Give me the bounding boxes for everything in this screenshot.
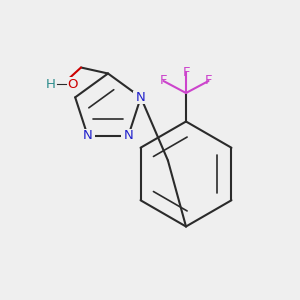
Text: F: F [160,74,167,88]
Text: N: N [123,129,133,142]
Text: F: F [182,65,190,79]
Bar [80,129,95,142]
Bar [121,129,136,142]
Text: H: H [46,77,56,91]
Text: F: F [205,74,212,88]
Text: N: N [136,91,146,104]
Bar [51,76,75,92]
Text: N: N [83,129,93,142]
Text: O: O [68,77,78,91]
Bar [133,91,148,104]
